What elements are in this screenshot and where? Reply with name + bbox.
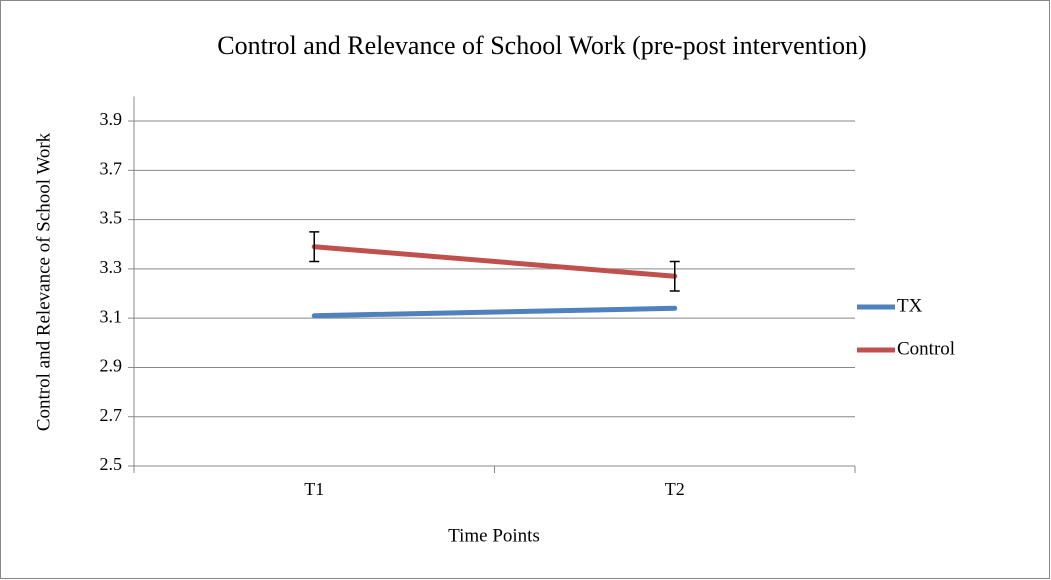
x-tick-label: T1	[304, 479, 324, 499]
error-bar	[669, 260, 680, 292]
y-tick-label: 3.5	[100, 208, 123, 228]
y-tick-label: 2.9	[100, 356, 123, 376]
x-tick-label: T2	[665, 479, 685, 499]
y-tick-label: 3.7	[100, 158, 123, 178]
y-tick-label: 3.9	[100, 109, 123, 129]
line-series	[311, 305, 678, 319]
legend-label: Control	[897, 338, 955, 359]
error-bar	[309, 231, 320, 263]
x-axis-label: Time Points	[448, 525, 540, 546]
chart-title: Control and Relevance of School Work (pr…	[217, 31, 866, 60]
y-tick-label: 3.3	[100, 257, 123, 277]
y-tick-label: 2.7	[100, 405, 123, 425]
y-tick-label: 2.5	[100, 454, 123, 474]
y-axis-label: Control and Relevance of School Work	[33, 132, 54, 431]
line-series	[311, 244, 678, 279]
legend-label: TX	[897, 295, 923, 316]
y-tick-label: 3.1	[100, 306, 123, 326]
